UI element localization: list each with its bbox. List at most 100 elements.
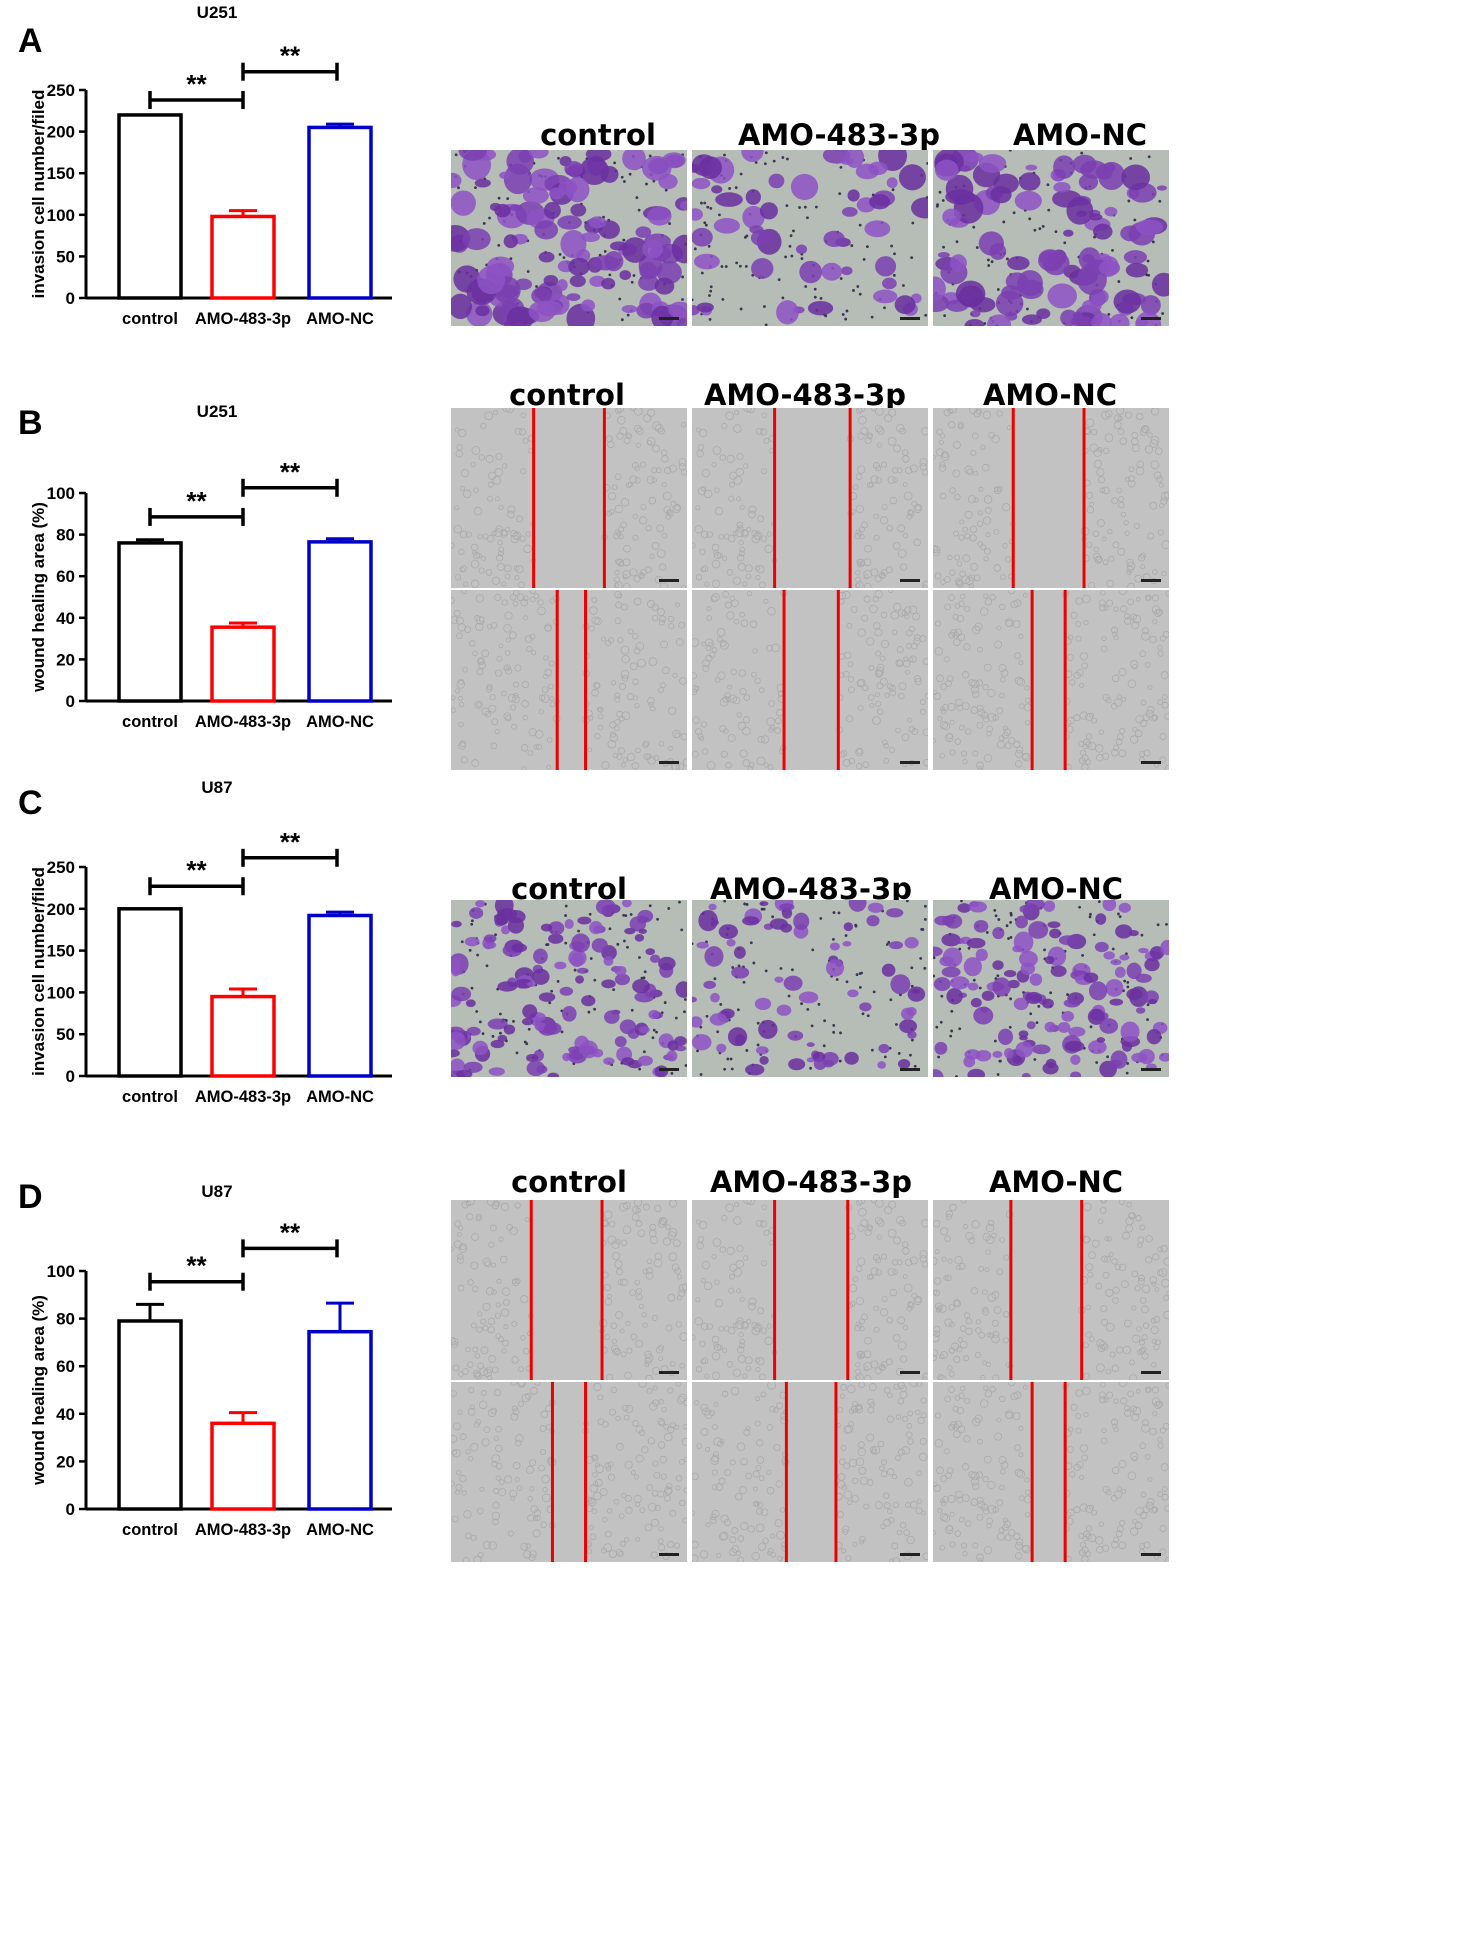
scale-bar	[1141, 761, 1161, 764]
y-tick-label: 40	[56, 609, 75, 628]
x-tick-label-amo-nc: AMO-NC	[306, 1088, 374, 1106]
micrograph-texture	[451, 150, 687, 326]
wound-texture	[692, 1200, 928, 1380]
y-tick-label: 200	[47, 900, 75, 919]
significance-label: **	[186, 69, 207, 99]
x-tick-label-control: control	[122, 1521, 178, 1539]
wound-image-u251-control-24h	[451, 590, 687, 770]
wound-texture	[451, 408, 687, 588]
invasion-micrograph-u251-control	[451, 150, 687, 326]
micrograph-texture	[933, 900, 1169, 1077]
x-tick-label-control: control	[122, 310, 178, 328]
chart-title: U87	[201, 778, 232, 797]
scale-bar	[659, 1068, 679, 1071]
panel-letter-b: B	[18, 404, 43, 442]
x-tick-label-amo-483-3p: AMO-483-3p	[195, 1088, 291, 1106]
wound-texture	[692, 1382, 928, 1562]
chart-title: U251	[197, 402, 238, 421]
y-tick-label: 150	[47, 942, 75, 961]
wound-texture	[933, 590, 1169, 770]
significance-label: **	[280, 457, 301, 487]
x-tick-label-control: control	[122, 713, 178, 731]
image-col-label-control: control	[540, 118, 656, 152]
y-tick-label: 20	[56, 1452, 75, 1471]
wound-texture	[933, 408, 1169, 588]
y-tick-label: 250	[47, 858, 75, 877]
x-tick-label-amo-483-3p: AMO-483-3p	[195, 310, 291, 328]
x-tick-label-amo-nc: AMO-NC	[306, 310, 374, 328]
scale-bar	[900, 761, 920, 764]
x-tick-label-amo-nc: AMO-NC	[306, 1521, 374, 1539]
y-tick-label: 0	[66, 692, 75, 711]
scale-bar	[659, 317, 679, 320]
y-axis-label: invasion cell number/filed	[29, 90, 48, 299]
x-tick-label-control: control	[122, 1088, 178, 1106]
bar-amo-483-3p	[210, 994, 276, 1078]
y-tick-label: 60	[56, 1357, 75, 1376]
y-tick-label: 80	[56, 526, 75, 545]
y-tick-label: 40	[56, 1405, 75, 1424]
scale-bar	[1141, 1068, 1161, 1071]
image-col-label-control: control	[509, 378, 625, 412]
wound-image-u251-amo-483-3p-24h	[692, 590, 928, 770]
y-axis-label: wound healing area (%)	[29, 1295, 48, 1486]
y-tick-label: 100	[47, 484, 75, 503]
y-tick-label: 50	[56, 1025, 75, 1044]
invasion-micrograph-u251-amo-nc	[933, 150, 1169, 326]
bar-amo-483-3p	[210, 1421, 276, 1511]
y-tick-label: 50	[56, 247, 75, 266]
y-axis-label: wound healing area (%)	[29, 502, 48, 693]
y-tick-label: 20	[56, 650, 75, 669]
y-tick-label: 100	[47, 1262, 75, 1281]
wound-texture	[451, 1382, 687, 1562]
wound-texture	[933, 1200, 1169, 1380]
x-tick-label-amo-483-3p: AMO-483-3p	[195, 713, 291, 731]
invasion-micrograph-u251-amo-483-3p	[692, 150, 928, 326]
x-tick-label-amo-483-3p: AMO-483-3p	[195, 1521, 291, 1539]
bar-amo-nc	[307, 1329, 373, 1511]
y-tick-label: 100	[47, 983, 75, 1002]
bar-control	[117, 541, 183, 703]
image-col-label-amo-nc: AMO-NC	[988, 1165, 1124, 1199]
y-tick-label: 100	[47, 206, 75, 225]
wound-image-u251-amo-nc-24h	[933, 590, 1169, 770]
scale-bar	[900, 1371, 920, 1374]
bar-control	[117, 113, 183, 300]
y-tick-label: 60	[56, 567, 75, 586]
bar-chart-u87-wound: U87 0 20 40 60 80 100 wound healing area (%) con…	[29, 1182, 392, 1539]
scale-bar	[659, 1553, 679, 1556]
wound-texture	[692, 408, 928, 588]
wound-image-u87-amo-nc-24h	[933, 1382, 1169, 1562]
bar-amo-nc	[307, 540, 373, 703]
chart-title: U87	[201, 1182, 232, 1201]
image-col-label-amo-483-3p: AMO-483-3p	[737, 118, 941, 152]
image-col-label-amo-nc: AMO-NC	[1012, 118, 1148, 152]
image-col-label-amo-nc: AMO-NC	[982, 378, 1118, 412]
wound-texture	[933, 1382, 1169, 1562]
panel-letter-c: C	[18, 784, 43, 822]
bar-amo-483-3p	[210, 214, 276, 300]
wound-image-u87-control-24h	[451, 1382, 687, 1562]
scale-bar	[659, 1371, 679, 1374]
significance-label: **	[280, 41, 301, 71]
bar-control	[117, 1319, 183, 1511]
bar-amo-nc	[307, 913, 373, 1078]
micrograph-texture	[451, 900, 687, 1077]
y-tick-label: 0	[66, 1067, 75, 1086]
y-tick-label: 0	[66, 1500, 75, 1519]
panel-letter-a: A	[18, 22, 43, 60]
y-tick-label: 200	[47, 123, 75, 142]
bar-amo-483-3p	[210, 625, 276, 703]
invasion-micrograph-u87-amo-nc	[933, 900, 1169, 1077]
significance-label: **	[186, 855, 207, 885]
scale-bar	[1141, 1553, 1161, 1556]
y-tick-label: 0	[66, 289, 75, 308]
image-col-label-amo-483-3p: AMO-483-3p	[709, 1165, 913, 1199]
scale-bar	[659, 761, 679, 764]
wound-image-u87-amo-483-3p-0h	[692, 1200, 928, 1380]
significance-label: **	[280, 827, 301, 857]
micrograph-texture	[692, 900, 927, 1076]
scale-bar	[900, 1553, 920, 1556]
